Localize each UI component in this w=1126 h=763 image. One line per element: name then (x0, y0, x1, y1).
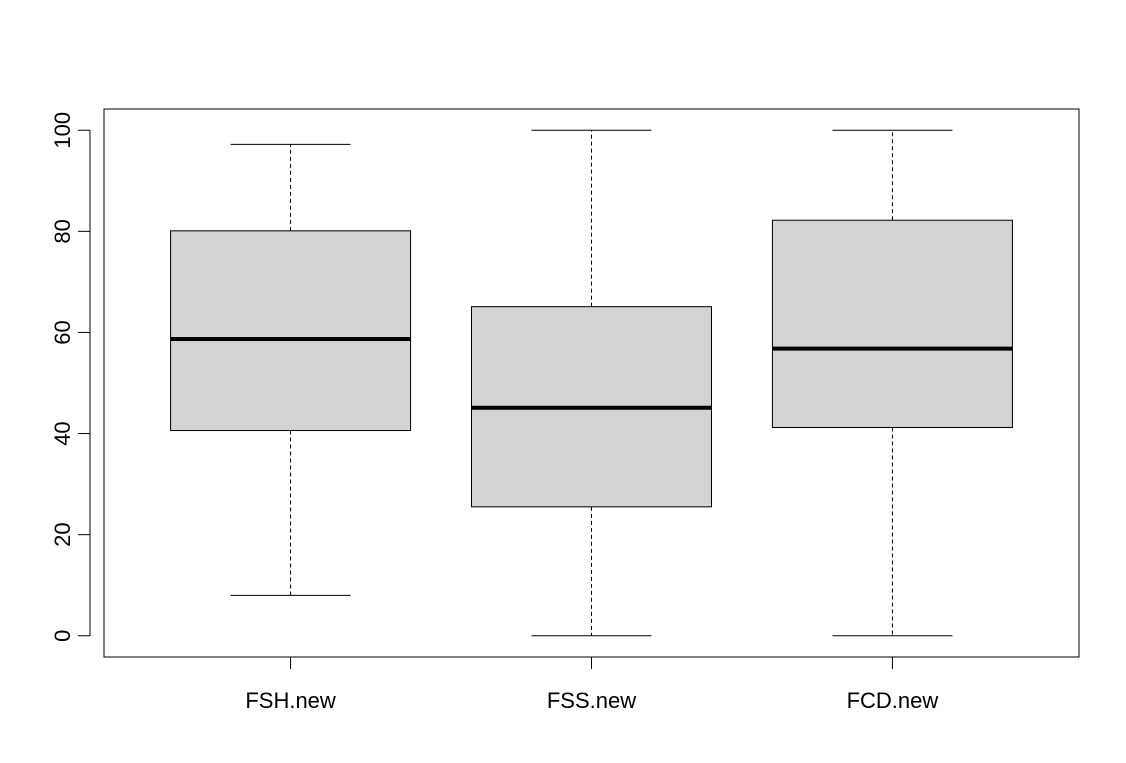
x-axis: FSH.new FSS.new FCD.new (245, 657, 938, 713)
box-group (170, 129, 1013, 637)
y-tick-label: 80 (50, 219, 75, 243)
x-tick-label: FSH.new (245, 688, 336, 713)
y-tick-label: 60 (50, 320, 75, 344)
interquartile-box (771, 219, 1013, 428)
y-tick-label: 100 (50, 112, 75, 149)
y-tick-label: 40 (50, 421, 75, 445)
x-tick-label: FSS.new (547, 688, 636, 713)
x-tick-label: FCD.new (847, 688, 939, 713)
interquartile-box (170, 230, 412, 432)
box-fsh-new (170, 143, 412, 596)
y-tick-label: 0 (50, 630, 75, 642)
y-tick-label: 20 (50, 522, 75, 546)
box-fss-new (471, 129, 712, 637)
y-axis: 0 20 40 60 80 100 (50, 112, 91, 642)
box-fcd-new (771, 129, 1013, 637)
